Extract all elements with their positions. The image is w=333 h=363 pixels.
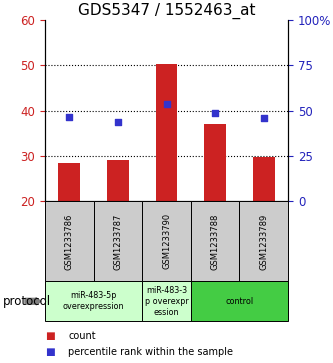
Text: control: control <box>225 297 253 306</box>
Text: GSM1233790: GSM1233790 <box>162 213 171 269</box>
Point <box>261 115 266 121</box>
Text: miR-483-3
p overexpr
ession: miR-483-3 p overexpr ession <box>145 286 188 317</box>
Text: protocol: protocol <box>3 295 52 308</box>
Point <box>212 110 218 116</box>
Text: GSM1233786: GSM1233786 <box>65 213 74 270</box>
Bar <box>253 157 275 201</box>
Text: GSM1233788: GSM1233788 <box>210 213 220 270</box>
Title: GDS5347 / 1552463_at: GDS5347 / 1552463_at <box>78 3 255 19</box>
Bar <box>156 64 177 201</box>
Bar <box>58 163 80 201</box>
Text: GSM1233787: GSM1233787 <box>113 213 123 270</box>
Text: miR-483-5p
overexpression: miR-483-5p overexpression <box>63 291 124 311</box>
Text: ■: ■ <box>45 331 55 341</box>
Point <box>115 119 121 125</box>
Point <box>164 101 169 107</box>
Bar <box>204 124 226 201</box>
Text: count: count <box>68 331 96 341</box>
Bar <box>107 160 129 201</box>
Point <box>67 114 72 120</box>
Text: GSM1233789: GSM1233789 <box>259 213 268 269</box>
Text: ■: ■ <box>45 347 55 357</box>
Text: percentile rank within the sample: percentile rank within the sample <box>68 347 233 357</box>
